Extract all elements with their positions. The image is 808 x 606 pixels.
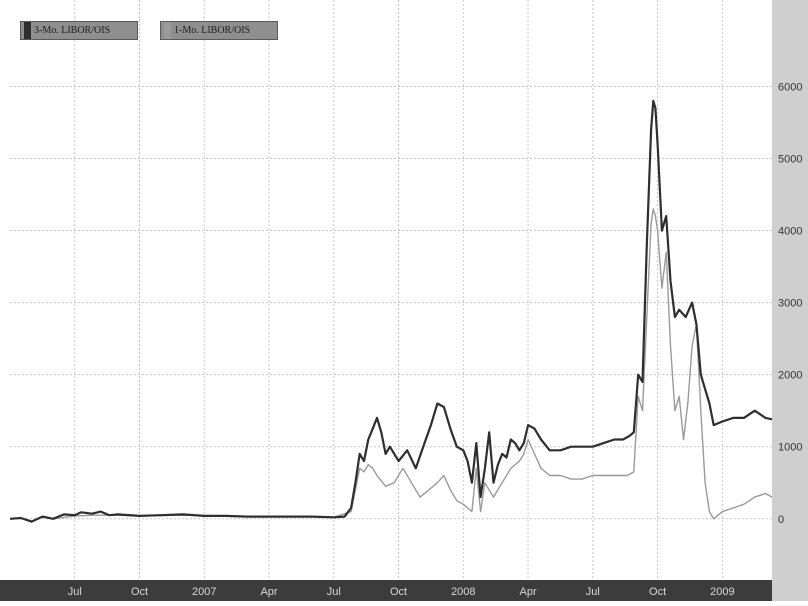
y-tick-label: 3000 [778,298,802,310]
legend-swatch-3mo [24,22,31,39]
x-tick-label: Apr [520,586,537,598]
x-tick-label: Oct [390,586,407,598]
y-tick-label: 6000 [778,81,802,93]
x-tick-label: Jul [586,586,600,598]
x-tick-label: Apr [260,586,277,598]
legend-item-1mo: 1-Mo. LIBOR/OIS [160,21,278,40]
y-axis-band [772,0,808,601]
legend-item-3mo: 3-Mo. LIBOR/OIS [20,21,138,40]
legend-label-3mo: 3-Mo. LIBOR/OIS [34,25,111,36]
x-tick-label: 2007 [192,586,216,598]
y-tick-label: 0 [778,514,784,526]
x-tick-label: 2009 [710,586,734,598]
y-tick-label: 5000 [778,154,802,166]
x-tick-label: Jul [327,586,341,598]
y-tick-label: 4000 [778,226,802,238]
y-axis-tick-labels: 0 1000 2000 3000 4000 5000 6000 [778,81,802,525]
x-tick-label: Oct [131,586,148,598]
series-line-3mo [9,99,773,523]
y-tick-label: 1000 [778,442,802,454]
legend-swatch-1mo [164,22,171,39]
x-axis-tick-labels: Jul Oct 2007 Apr Jul Oct 2008 Apr Jul Oct 2009 [68,586,735,598]
y-tick-label: 2000 [778,370,802,382]
x-tick-label: Oct [649,586,666,598]
grid [10,0,772,580]
legend-label-1mo: 1-Mo. LIBOR/OIS [174,25,251,36]
x-tick-label: 2008 [451,586,475,598]
x-tick-label: Jul [68,586,82,598]
x-axis-band [0,580,772,601]
series-layer [9,99,773,523]
